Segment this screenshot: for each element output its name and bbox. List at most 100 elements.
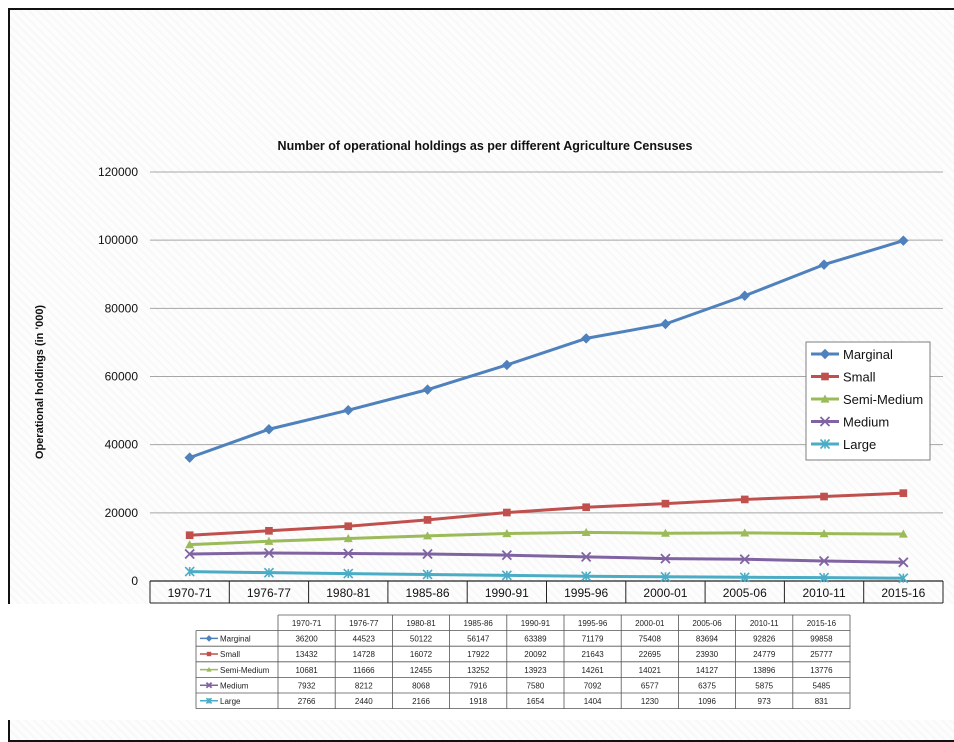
x-tick-label: 1985-86 bbox=[406, 586, 450, 600]
data-point-stroke bbox=[422, 548, 433, 560]
data-point bbox=[898, 557, 909, 568]
legend-marker bbox=[821, 372, 829, 381]
series-line bbox=[189, 570, 904, 580]
table-cell: 831 bbox=[815, 697, 829, 706]
data-point-stroke bbox=[263, 547, 275, 559]
data-point bbox=[184, 566, 195, 577]
legend-marker bbox=[819, 348, 831, 360]
data-point bbox=[344, 522, 353, 531]
table-cell: 25777 bbox=[810, 650, 833, 659]
table-cell: 22695 bbox=[639, 650, 662, 659]
legend-item: Small bbox=[811, 370, 876, 385]
legend-item: Medium bbox=[811, 415, 889, 430]
legend-item: Semi-Medium bbox=[811, 392, 923, 407]
data-point bbox=[263, 424, 275, 435]
x-tick-label: 1970-71 bbox=[168, 586, 212, 600]
table-header-cell: 1990-91 bbox=[521, 619, 551, 628]
table-cell: 6375 bbox=[698, 681, 716, 690]
table-cell: 8068 bbox=[412, 681, 430, 690]
table-header-cell: 2010-11 bbox=[750, 619, 779, 628]
table-cell: 5875 bbox=[755, 681, 773, 690]
table-row-marker bbox=[206, 667, 212, 672]
x-tick-label: 2005-06 bbox=[723, 586, 767, 600]
data-point bbox=[343, 534, 353, 543]
table-cell: 13776 bbox=[810, 666, 833, 675]
series-line bbox=[189, 491, 904, 537]
data-point bbox=[660, 553, 671, 564]
table-row: Large 2766 2440 2166 1918 1654 1404 1230 1096 973… bbox=[200, 697, 829, 706]
table-cell: 7932 bbox=[298, 681, 316, 690]
data-point bbox=[899, 489, 908, 497]
data-point bbox=[661, 499, 670, 508]
table-cell: 36200 bbox=[295, 635, 318, 644]
table-cell: 16072 bbox=[410, 650, 433, 659]
table-cell: 44523 bbox=[353, 635, 376, 644]
table-row-label: Marginal bbox=[220, 635, 251, 644]
series-marginal bbox=[184, 235, 909, 463]
table-header-cell: 2000-01 bbox=[635, 619, 665, 628]
data-point bbox=[265, 526, 273, 535]
data-point bbox=[422, 384, 433, 395]
data-point-stroke bbox=[581, 551, 592, 562]
table-cell: 5485 bbox=[813, 681, 831, 690]
data-point bbox=[660, 528, 670, 537]
table-header-cell: 1985-86 bbox=[464, 619, 494, 628]
y-tick-label: 120000 bbox=[98, 165, 138, 179]
data-point-stroke bbox=[343, 548, 354, 559]
data-point bbox=[422, 548, 433, 560]
x-tick-label: 2000-01 bbox=[643, 586, 687, 600]
table-row-marker bbox=[205, 697, 213, 704]
table-header-cell: 1995-96 bbox=[578, 619, 608, 628]
data-point bbox=[819, 529, 829, 538]
data-point bbox=[343, 548, 354, 559]
table-header-cell: 2005-06 bbox=[692, 619, 722, 628]
data-point bbox=[580, 333, 592, 344]
table-cell: 21643 bbox=[581, 650, 604, 659]
series-large bbox=[184, 566, 909, 584]
table-cell: 14021 bbox=[639, 666, 662, 675]
data-point bbox=[820, 492, 828, 501]
table-cell: 63389 bbox=[524, 635, 547, 644]
table-cell: 92826 bbox=[753, 635, 776, 644]
y-axis-ticks: 0 20000 40000 60000 80000 100000 120000 bbox=[98, 165, 138, 588]
table-row-marker bbox=[205, 635, 213, 642]
y-tick-label: 100000 bbox=[98, 233, 138, 247]
table-cell: 20092 bbox=[524, 650, 547, 659]
table-cell: 1404 bbox=[584, 697, 602, 706]
data-point bbox=[582, 503, 590, 512]
table-header-cell: 1970-71 bbox=[292, 619, 322, 628]
data-point bbox=[263, 567, 275, 578]
table-cell: 14261 bbox=[581, 666, 604, 675]
data-point bbox=[739, 554, 750, 565]
table-cell: 24779 bbox=[753, 650, 776, 659]
table-cell: 56147 bbox=[467, 635, 490, 644]
data-point bbox=[818, 555, 830, 567]
legend-label: Small bbox=[843, 370, 876, 385]
table-cell: 2766 bbox=[298, 697, 316, 706]
legend-label: Marginal bbox=[843, 347, 893, 362]
table-cell: 17922 bbox=[467, 650, 490, 659]
data-point bbox=[740, 495, 749, 504]
series-line bbox=[189, 239, 904, 460]
data-point bbox=[503, 508, 511, 517]
data-point bbox=[343, 568, 354, 579]
data-point bbox=[581, 571, 592, 582]
table-cell: 75408 bbox=[639, 635, 662, 644]
table-header-cell: 1980-81 bbox=[406, 619, 436, 628]
x-tick-label: 1980-81 bbox=[326, 586, 370, 600]
data-point bbox=[185, 540, 195, 549]
table-cell: 23930 bbox=[696, 650, 719, 659]
table-cell: 71179 bbox=[582, 635, 604, 644]
table-cell: 14127 bbox=[696, 666, 719, 675]
chart-title: Number of operational holdings as per di… bbox=[278, 139, 693, 153]
legend-marker bbox=[819, 438, 831, 450]
table-cell: 1918 bbox=[469, 697, 487, 706]
table-cell: 6577 bbox=[641, 681, 659, 690]
data-point bbox=[502, 529, 512, 538]
data-point bbox=[422, 569, 433, 580]
data-point bbox=[184, 452, 195, 463]
data-point-stroke bbox=[501, 550, 512, 561]
table-row-marker bbox=[206, 651, 212, 657]
table-cell: 7580 bbox=[527, 681, 545, 690]
data-point bbox=[423, 516, 432, 524]
